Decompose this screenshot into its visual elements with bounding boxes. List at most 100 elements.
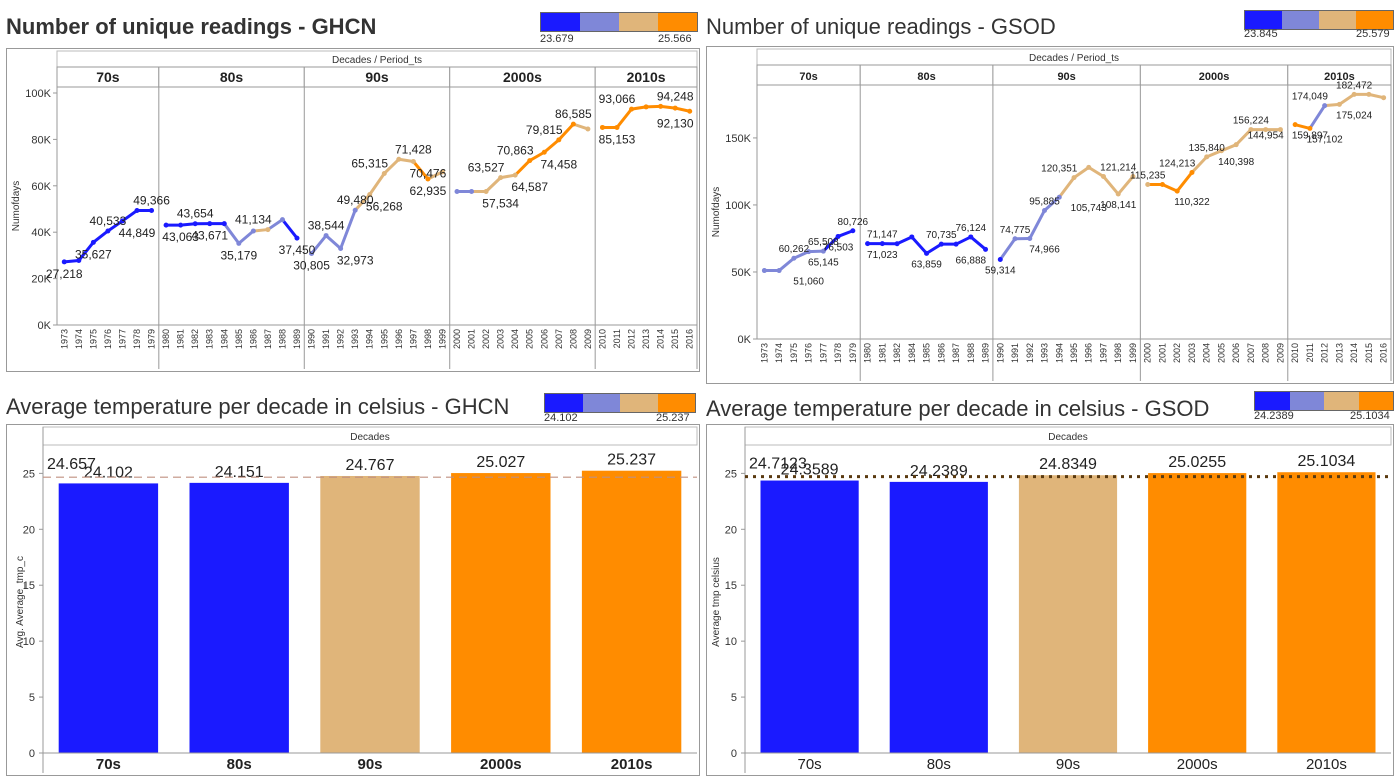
data-point [265,227,271,233]
data-label: 140,398 [1218,157,1255,168]
data-label: 74,775 [1000,225,1031,236]
data-label: 65,315 [351,156,388,170]
category-label: 90s [357,756,382,773]
bar [451,473,551,753]
data-point [61,259,67,265]
x-tick-label: 1974 [74,329,84,349]
data-label: 43,671 [191,229,228,243]
data-point [1248,127,1254,133]
data-label: 92,130 [657,116,694,130]
data-point [410,158,416,164]
data-label: 70,735 [926,230,957,241]
data-label: 70,476 [410,166,447,180]
x-tick-label: 2012 [627,329,637,349]
x-tick-label: 1979 [147,329,157,349]
data-label: 144,954 [1248,131,1285,142]
data-point [1381,95,1387,101]
ghcn-readings-chart: Decades / Period_ts 0K 20K 40K 60K 80K 100K Num… [6,48,700,372]
y-axis-label: Numofdays [11,181,22,232]
data-label: 59,314 [985,265,1016,276]
data-label: 182,472 [1336,80,1373,91]
bar-value-label: 25.1034 [1297,453,1355,470]
data-point [178,222,184,228]
series-segment [77,240,95,263]
data-point [381,170,387,176]
bar [581,470,682,753]
gsod-temperature-chart: Decades 0 5 10 15 20 25 Average tmp celsius 24.3… [706,424,1394,776]
x-tick-label: 2014 [1349,343,1359,363]
bar [1148,473,1247,753]
x-tick-label: 2000 [1143,343,1153,363]
x-tick-label: 1994 [365,329,375,349]
x-tick-label: 2013 [641,329,651,349]
data-point [1189,169,1195,175]
series-segment [821,234,840,253]
series-segment [1087,165,1105,179]
data-label: 62,935 [410,184,447,198]
series-segment [1190,155,1209,174]
series-segment [571,122,590,131]
data-point [1027,236,1033,242]
x-tick-label: 1993 [1040,343,1050,363]
x-tick-label: 1996 [1084,343,1094,363]
x-tick-label: 1996 [394,329,404,349]
y-tick-label: 20K [31,274,51,286]
data-point [1204,154,1210,160]
x-tick-label: 1989 [981,343,991,363]
data-label: 95,885 [1029,196,1060,207]
data-point [599,124,605,130]
x-tick-label: 2005 [525,329,535,349]
x-tick-label: 2010 [597,329,607,349]
series-segment [1337,92,1356,106]
data-point [865,241,871,247]
data-point [1100,174,1106,180]
x-tick-label: 2009 [583,329,593,349]
data-point [1218,148,1224,154]
x-tick-label: 1991 [321,329,331,349]
header-label: Decades [1048,432,1087,443]
series-segment [106,219,124,233]
x-tick-label: 1990 [995,343,1005,363]
x-tick-label: 1987 [263,329,273,349]
data-label: 49,480 [337,193,374,207]
data-point [909,234,915,240]
data-point [806,249,812,255]
ghcn-readings-color-legend [540,12,698,32]
y-tick-label: 100K [725,200,751,212]
x-tick-label: 1978 [132,329,142,349]
x-tick-label: 2006 [1231,343,1241,363]
x-tick-label: 1989 [292,329,302,349]
reference-line-label: 24.7123 [749,456,807,473]
data-label: 27,218 [46,267,83,281]
data-point [924,250,930,256]
data-label: 40,533 [90,214,127,228]
series-segment [1219,143,1238,153]
data-point [1115,191,1121,197]
data-point [1292,122,1298,128]
y-tick-label: 10 [725,636,737,648]
decade-label: 70s [96,69,120,85]
data-point [338,246,344,252]
category-label: 70s [798,756,822,773]
bar [58,483,159,753]
x-tick-label: 2006 [539,329,549,349]
data-point [1071,175,1077,181]
x-tick-label: 2008 [568,329,578,349]
series-segment [542,138,561,154]
x-tick-label: 1999 [1128,343,1138,363]
data-label: 66,888 [955,255,986,266]
header-label: Decades / Period_ts [332,55,422,66]
data-point [439,169,445,175]
data-label: 175,024 [1336,110,1373,121]
data-point [279,217,285,223]
bar-value-label: 25.0255 [1168,454,1226,471]
series-segment [1367,92,1386,100]
legend-min-label: 24.102 [544,412,578,424]
category-label: 80s [227,756,252,773]
data-label: 35,179 [220,248,257,262]
x-tick-label: 1979 [848,343,858,363]
x-tick-label: 1998 [1113,343,1123,363]
data-label: 63,527 [468,161,505,175]
x-tick-label: 2000 [452,329,462,349]
x-tick-label: 1982 [892,343,902,363]
